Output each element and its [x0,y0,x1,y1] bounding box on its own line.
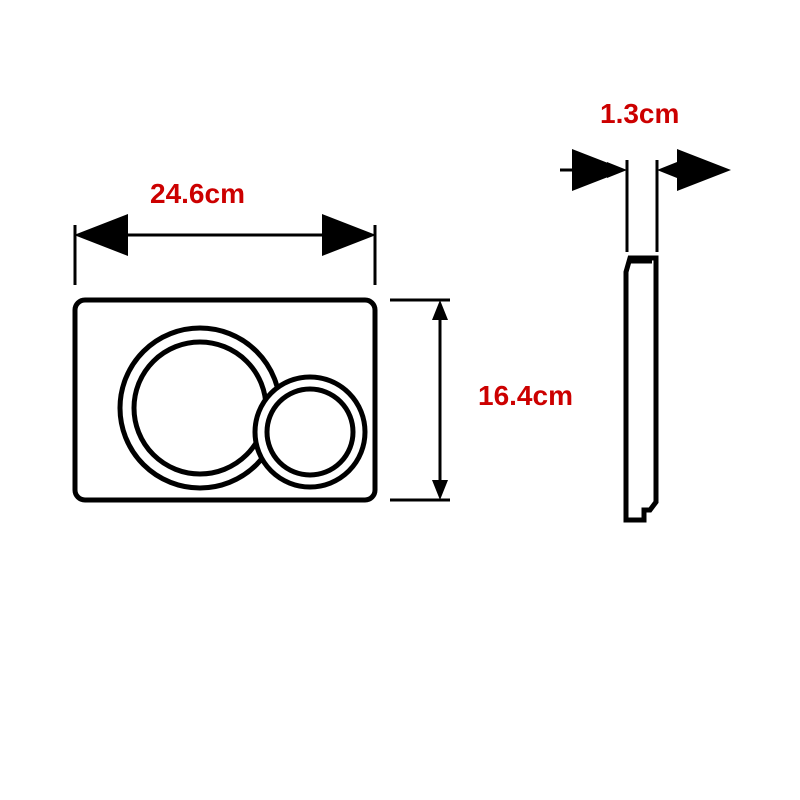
depth-arrow-left [657,162,677,178]
width-dimension-label: 24.6cm [150,178,245,210]
height-arrow-up [432,300,448,320]
height-arrow-down [432,480,448,500]
technical-drawing [0,0,800,800]
large-flush-button-inner [134,342,266,474]
side-profile [626,258,656,520]
height-dimension-label: 16.4cm [478,380,573,412]
depth-dimension-label: 1.3cm [600,98,679,130]
depth-arrow-right-inner [607,162,627,178]
small-flush-button-inner [267,389,353,475]
